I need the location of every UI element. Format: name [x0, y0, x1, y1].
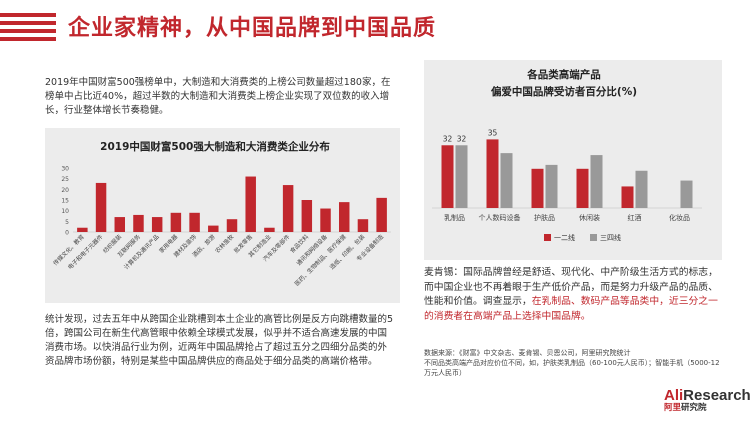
bar [576, 168, 589, 208]
source-line-1: 数据来源：《财富》中文杂志、麦肯锡、贝恩公司，阿里研究院统计 [424, 349, 631, 357]
bar [77, 227, 88, 232]
x-tick-label: 个人数码设备 [479, 213, 521, 222]
bar [545, 164, 558, 208]
aliresearch-logo: AliResearch 阿里研究院 [664, 387, 750, 414]
legend-swatch [590, 234, 597, 241]
bar [357, 219, 369, 232]
legend-swatch [544, 234, 551, 241]
logo-ali-text: Ali [664, 387, 684, 404]
logo-sub-ali-text: 阿里 [664, 403, 682, 413]
y-tick-label: 0 [65, 230, 69, 237]
bar [245, 176, 256, 232]
bar [531, 168, 544, 208]
logo-research-text: Research [683, 387, 750, 404]
page-title: 企业家精神，从中国品牌到中国品质 [68, 16, 437, 41]
header-stripes-icon [0, 13, 56, 41]
x-tick-label: 红酒 [628, 213, 642, 222]
legend-label: 三四线 [600, 233, 621, 242]
chart-subtitle: 偏爱中国品牌受访者百分比(%) [491, 85, 637, 98]
y-tick-label: 10 [61, 208, 69, 215]
bar [95, 182, 107, 232]
y-tick-label: 20 [61, 187, 69, 194]
bar [189, 212, 200, 232]
data-label: 32 [443, 134, 453, 143]
chart-title: 各品类高端产品 [526, 68, 601, 81]
legend-label: 一二线 [554, 233, 575, 242]
bar [226, 219, 238, 232]
data-label: 35 [488, 128, 498, 137]
x-tick-label: 农林渔牧 [213, 233, 235, 255]
bar [455, 145, 468, 208]
chart-title: 2019中国财富500强大制造和大消费类企业分布 [100, 140, 330, 153]
source-line-2: 不同品类高端产品对应价位不同，如，护肤类乳制品（60-100元人民币）；智能手机… [424, 359, 720, 377]
x-tick-label: 化妆品 [669, 213, 690, 222]
bar [500, 153, 513, 208]
manufacturing-chart-panel: 2019中国财富500强大制造和大消费类企业分布 0 5 10 15 20 25 30 传媒文化… [45, 128, 400, 303]
bar [621, 186, 634, 208]
paragraph-mckinsey: 麦肯锡：国际品牌曾经是舒适、现代化、中产阶级生活方式的标志，而中国企业也不再着眼… [424, 266, 722, 324]
bar [635, 170, 648, 208]
bar [441, 145, 454, 208]
data-label: 32 [457, 134, 467, 143]
y-tick-label: 15 [61, 198, 69, 205]
bar [680, 180, 693, 208]
bar [208, 225, 219, 232]
manufacturing-consumption-bar-chart: 2019中国财富500强大制造和大消费类企业分布051015202530传媒文化… [51, 140, 391, 288]
bar [590, 155, 603, 208]
paragraph-fortune-500: 2019年中国财富500强榜单中，大制造和大消费类的上榜公司数量超过180家，在… [45, 77, 391, 116]
bar [376, 197, 387, 232]
x-tick-label: 护肤品 [534, 213, 555, 222]
bar [486, 139, 499, 208]
y-tick-label: 25 [61, 176, 69, 183]
bar [264, 227, 275, 232]
bar [170, 212, 182, 232]
logo-sub-rest-text: 研究院 [681, 403, 707, 413]
data-source-note: 数据来源：《财富》中文杂志、麦肯锡、贝恩公司，阿里研究院统计 不同品类高端产品对… [424, 348, 724, 378]
bar [301, 200, 313, 232]
high-end-preference-chart-panel: 各品类高端产品偏爱中国品牌受访者百分比(%) 32 32 乳制品 35 个人数码设备 护肤品… [424, 60, 722, 260]
bar [151, 217, 163, 232]
x-tick-label: 乳制品 [444, 213, 465, 222]
paragraph-executives: 统计发现，过去五年中从跨国企业跳槽到本土企业的高管比例是反方向跳槽数量的5倍，跨… [45, 314, 394, 367]
y-tick-label: 30 [61, 166, 69, 173]
bar [320, 208, 331, 232]
mckinsey-highlight-text: 在乳制品、数码产品等品类中，近三分之一的消费者在高端产品上选择中国品牌。 [424, 296, 718, 322]
bar [338, 202, 350, 232]
bar [282, 185, 294, 232]
bar [114, 217, 126, 232]
x-tick-label: 休闲装 [579, 213, 600, 222]
bar [133, 214, 144, 232]
mckinsey-text: 麦肯锡：国际品牌曾经是舒适、现代化、中产阶级生活方式的标志，而中国企业也不再着眼… [424, 267, 718, 307]
y-tick-label: 5 [65, 219, 69, 226]
